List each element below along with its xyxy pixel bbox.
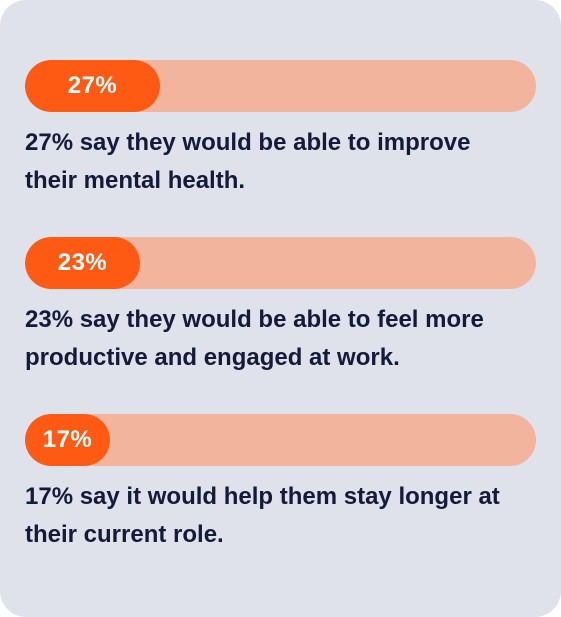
stat-item: 17% 17% say it would help them stay long… (25, 414, 536, 554)
stat-description: 27% say they would be able to improve th… (25, 129, 471, 194)
bar-value-label: 17% (42, 426, 93, 453)
bar-fill: 17% (25, 414, 110, 466)
bar-value-label: 23% (57, 249, 108, 276)
stat-description: 23% say they would be able to feel more … (25, 306, 484, 371)
bar-fill: 23% (25, 237, 140, 289)
bar-track: 27% (25, 60, 536, 112)
bar-fill: 27% (25, 60, 160, 112)
stat-item: 23% 23% say they would be able to feel m… (25, 237, 536, 377)
bar-track: 23% (25, 237, 536, 289)
stat-item: 27% 27% say they would be able to improv… (25, 60, 536, 200)
stat-description: 17% say it would help them stay longer a… (25, 483, 500, 548)
bar-value-label: 27% (67, 72, 118, 99)
bar-track: 17% (25, 414, 536, 466)
